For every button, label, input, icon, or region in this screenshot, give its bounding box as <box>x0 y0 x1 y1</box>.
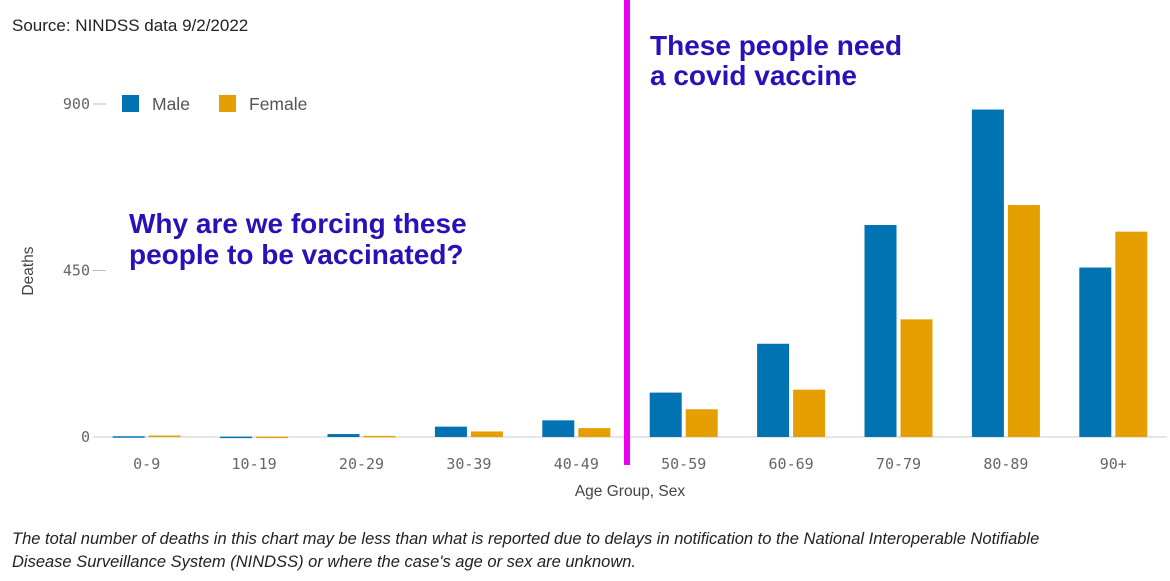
bar-male-60-69 <box>757 343 790 437</box>
x-tick-labels: 0-9 10-19 20-29 30-39 40-49 50-59 60-69 70-79 80… <box>133 455 1127 473</box>
legend-swatch-female <box>219 95 236 112</box>
source-note: Source: NINDSS data 9/2/2022 <box>12 16 249 35</box>
x-tick-label: 20-29 <box>339 455 384 473</box>
annotation-right-line2: a covid vaccine <box>650 60 857 91</box>
bar-female-30-39 <box>470 431 503 437</box>
bar-male-70-79 <box>864 224 897 437</box>
bar-male-50-59 <box>649 392 682 437</box>
legend-label-male: Male <box>152 94 190 114</box>
annotation-right-line1: These people need <box>650 30 902 61</box>
x-tick-label: 30-39 <box>446 455 491 473</box>
bar-female-60-69 <box>793 389 826 437</box>
x-tick-label: 0-9 <box>133 455 160 473</box>
x-tick-label: 70-79 <box>876 455 921 473</box>
bar-female-10-19 <box>256 436 289 439</box>
annotation-left-line2: people to be vaccinated? <box>129 239 464 270</box>
bar-female-50-59 <box>685 409 718 437</box>
y-axis-label: Deaths <box>20 246 37 295</box>
legend-label-female: Female <box>249 94 307 114</box>
bar-female-90+ <box>1115 231 1148 437</box>
bar-male-40-49 <box>542 420 575 437</box>
bar-male-90+ <box>1079 267 1112 437</box>
bar-female-20-29 <box>363 435 396 438</box>
x-tick-label: 90+ <box>1100 455 1127 473</box>
deaths-bar-chart: 0 450 900 0-9 10-19 20-29 30-39 40-49 50-59 60-6… <box>20 0 1167 500</box>
x-tick-label: 10-19 <box>232 455 277 473</box>
x-tick-label: 60-69 <box>769 455 814 473</box>
bars-group <box>112 109 1148 439</box>
bar-female-70-79 <box>900 319 933 437</box>
x-tick-label: 40-49 <box>554 455 599 473</box>
bar-female-40-49 <box>578 428 611 437</box>
bar-male-10-19 <box>220 436 253 439</box>
footnote-line-1: The total number of deaths in this chart… <box>12 530 1040 548</box>
x-axis-label: Age Group, Sex <box>575 483 686 500</box>
bar-male-80-89 <box>971 109 1004 438</box>
legend: Male Female <box>122 94 307 114</box>
footnote-line-2: Disease Surveillance System (NINDSS) or … <box>12 553 637 571</box>
bar-male-0-9 <box>112 436 145 438</box>
x-tick-label: 50-59 <box>661 455 706 473</box>
y-tick-label: 900 <box>63 95 90 113</box>
bar-female-80-89 <box>1007 205 1040 437</box>
x-tick-label: 80-89 <box>983 455 1028 473</box>
bar-female-0-9 <box>148 435 181 438</box>
footnote: The total number of deaths in this chart… <box>12 528 1152 574</box>
bar-male-20-29 <box>327 434 360 437</box>
bar-male-30-39 <box>434 426 467 437</box>
annotation-left-line1: Why are we forcing these <box>129 208 467 239</box>
y-tick-label: 450 <box>63 262 90 280</box>
legend-swatch-male <box>122 95 139 112</box>
y-tick-label: 0 <box>81 428 90 446</box>
